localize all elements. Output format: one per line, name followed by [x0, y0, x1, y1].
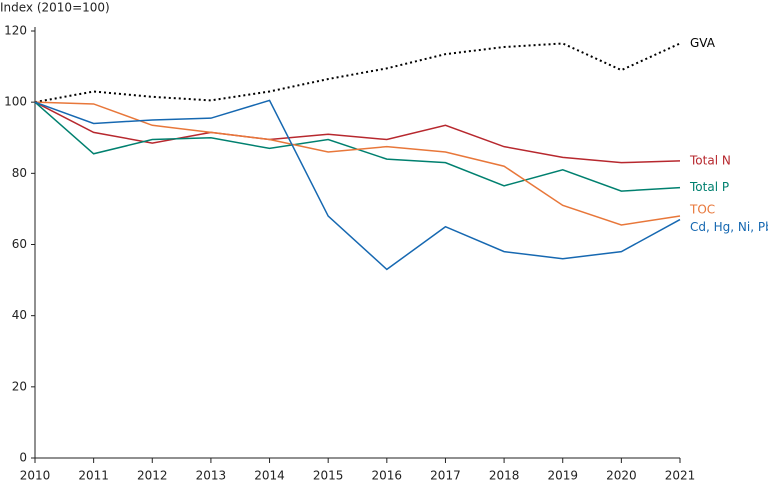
series-line — [34, 42, 681, 104]
y-tick-label: 80 — [12, 166, 27, 180]
y-axis-title: Index (2010=100) — [0, 1, 110, 15]
series-line — [34, 99, 681, 271]
x-tick-label: 2021 — [665, 469, 696, 483]
x-tick-label: 2015 — [313, 469, 344, 483]
x-tick-label: 2010 — [20, 469, 51, 483]
x-tick-label: 2016 — [372, 469, 403, 483]
series-label: Cd, Hg, Ni, Pb — [690, 220, 768, 234]
series-label: Total P — [689, 180, 729, 194]
x-tick-label: 2020 — [606, 469, 637, 483]
y-tick-label: 120 — [4, 24, 27, 38]
x-tick-label: 2014 — [254, 469, 285, 483]
series-line — [34, 101, 681, 164]
y-tick-label: 40 — [12, 308, 27, 322]
y-tick-label: 20 — [12, 379, 27, 393]
series-line — [34, 101, 681, 192]
x-tick-label: 2017 — [430, 469, 461, 483]
x-tick-label: 2019 — [547, 469, 578, 483]
y-tick-label: 0 — [19, 451, 27, 465]
x-tick-label: 2012 — [137, 469, 168, 483]
x-tick-label: 2018 — [489, 469, 520, 483]
x-tick-label: 2011 — [78, 469, 109, 483]
x-tick-label: 2013 — [196, 469, 227, 483]
series-label: TOC — [689, 203, 715, 217]
y-tick-label: 60 — [12, 237, 27, 251]
y-tick-label: 100 — [4, 95, 27, 109]
series-label: GVA — [690, 36, 716, 50]
series-label: Total N — [689, 153, 731, 167]
series-line — [34, 101, 681, 226]
